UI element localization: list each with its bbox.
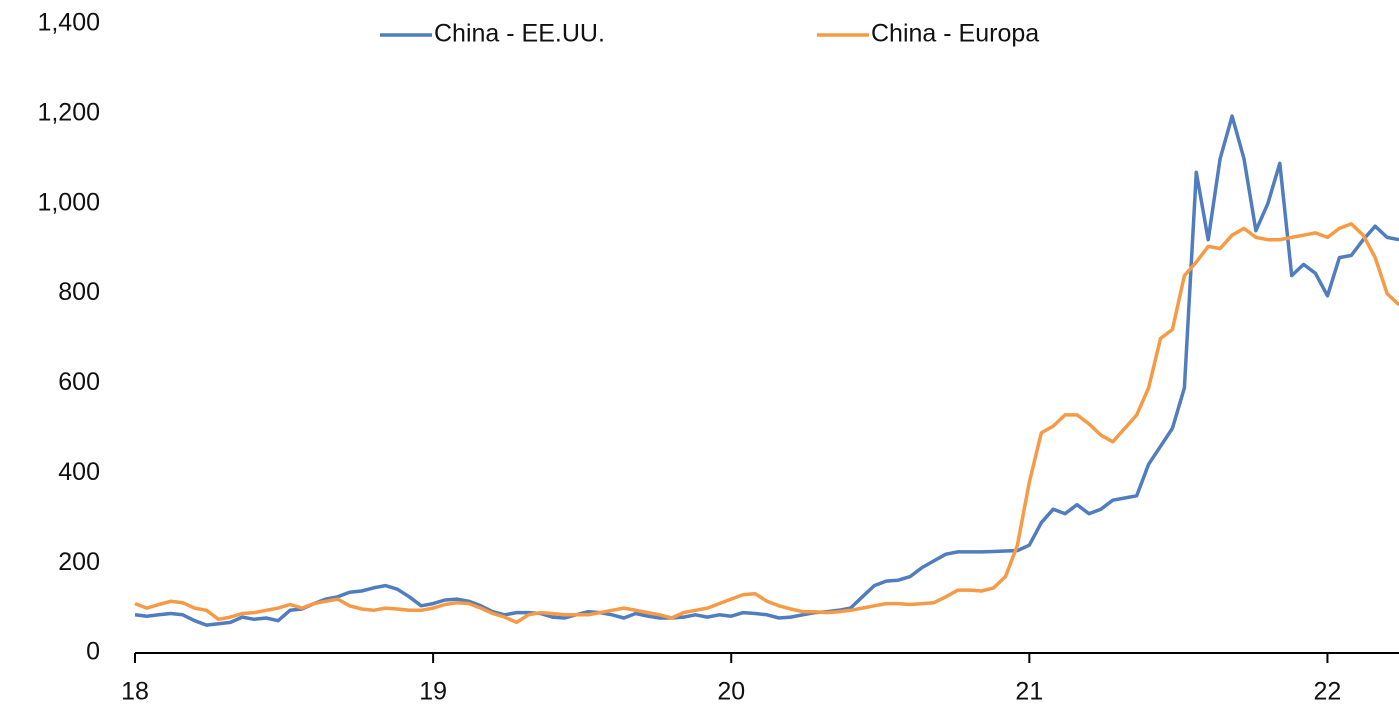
y-tick-label: 800 xyxy=(58,278,100,306)
line-series xyxy=(134,222,1399,625)
x-tick-label: 20 xyxy=(717,678,745,706)
x-tick-label: 18 xyxy=(121,678,149,706)
x-tick-label: 22 xyxy=(1314,678,1342,706)
y-tick-label: 0 xyxy=(86,638,100,666)
y-tick-label: 600 xyxy=(58,368,100,396)
x-tick-label: 19 xyxy=(419,678,447,706)
y-tick-label: 1,400 xyxy=(37,9,100,37)
y-tick-label: 1,000 xyxy=(37,188,100,216)
x-tick-label: 21 xyxy=(1015,678,1043,706)
legend-label: China - Europa xyxy=(871,20,1039,48)
y-tick-label: 400 xyxy=(58,458,100,486)
y-tick-label: 1,200 xyxy=(37,98,100,126)
y-tick-label: 200 xyxy=(58,548,100,576)
line-series xyxy=(134,114,1399,627)
legend-label: China - EE.UU. xyxy=(434,20,605,48)
